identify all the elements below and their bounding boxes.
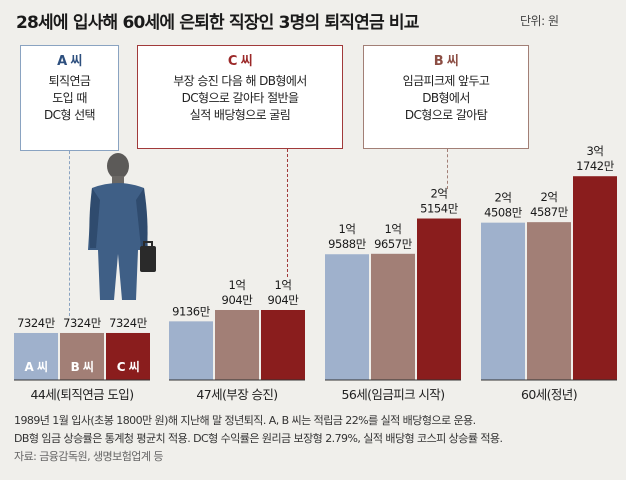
data-label: 2억: [540, 190, 557, 204]
callout-c-line: 부장 승진 다음 해 DB형에서: [173, 74, 307, 88]
data-label: 5154만: [420, 202, 459, 216]
callout-a-line: 도입 때: [52, 91, 87, 105]
bar: [215, 309, 259, 380]
data-label: 9588만: [328, 237, 367, 251]
callout-b-name: B 씨: [433, 54, 459, 69]
category-label: 60세(정년): [521, 387, 577, 402]
data-label: 1억: [384, 222, 401, 236]
callout-a-line: 퇴직연금: [48, 74, 91, 88]
series-label: B 씨: [71, 360, 94, 374]
callout-c: C 씨 부장 승진 다음 해 DB형에서 DC형으로 갈아타 절반을 실적 배당…: [137, 45, 343, 149]
bar: [14, 332, 58, 380]
bar: [371, 253, 415, 380]
chart-title: 28세에 입사해 60세에 은퇴한 직장인 3명의 퇴직연금 비교: [16, 13, 419, 33]
footnote-line-2: DB형 임금 상승률은 통계청 평균치 적용. DC형 수익률은 원리금 보장형…: [14, 432, 503, 445]
bar: [106, 332, 150, 380]
bar: [573, 176, 617, 380]
bar: [325, 254, 369, 380]
callout-c-leader: [287, 149, 288, 277]
series-label: C 씨: [117, 360, 140, 374]
callout-a: A 씨 퇴직연금 도입 때 DC형 선택: [20, 45, 119, 151]
data-label: 7324만: [63, 316, 102, 330]
data-label: 3억: [586, 144, 603, 158]
bar: [169, 321, 213, 380]
callout-c-name: C 씨: [227, 54, 253, 69]
data-label: 7324만: [109, 316, 148, 330]
bar: [261, 309, 305, 380]
callout-a-leader: [69, 151, 70, 316]
data-label: 2억: [430, 187, 447, 201]
data-label: 7324만: [17, 316, 56, 330]
data-label: 4508만: [484, 206, 523, 220]
data-label: 1억: [228, 278, 245, 292]
callout-b-leader: [447, 149, 448, 189]
footnote-line-1: 1989년 1월 입사(초봉 1800만 원)해 지난해 말 정년퇴직. A, …: [14, 414, 476, 427]
callout-a-line: DC형 선택: [44, 108, 96, 122]
data-label: 9136만: [172, 304, 211, 318]
data-label: 904만: [222, 293, 254, 307]
category-label: 56세(임금피크 시작): [342, 387, 445, 402]
data-label: 4587만: [530, 205, 569, 219]
businessman-illustration: [88, 153, 156, 300]
data-label: 904만: [268, 293, 300, 307]
data-label: 1억: [274, 278, 291, 292]
category-label: 44세(퇴직연금 도입): [31, 387, 134, 402]
callout-b-line: DC형으로 갈아탐: [404, 108, 488, 122]
category-label: 47세(부장 승진): [196, 387, 277, 402]
data-label: 2억: [494, 191, 511, 205]
callout-a-name: A 씨: [57, 54, 82, 69]
bar: [527, 222, 571, 380]
source-note: 자료: 금융감독원, 생명보험업계 등: [14, 450, 163, 463]
bar: [417, 218, 461, 380]
data-label: 9657만: [374, 237, 413, 251]
callout-b: B 씨 임금피크제 앞두고 DB형에서 DC형으로 갈아탐: [363, 45, 529, 149]
bar: [481, 222, 525, 380]
callout-c-line: 실적 배당형으로 굴림: [189, 108, 291, 122]
unit-label: 단위: 원: [520, 14, 559, 28]
callout-b-line: DB형에서: [422, 91, 470, 105]
data-label: 1억: [338, 222, 355, 236]
data-label: 1742만: [576, 159, 615, 173]
bar: [60, 332, 104, 380]
callout-b-line: 임금피크제 앞두고: [402, 74, 490, 88]
series-label: A 씨: [24, 360, 47, 374]
callout-c-line: DC형으로 갈아타 절반을: [181, 91, 299, 105]
